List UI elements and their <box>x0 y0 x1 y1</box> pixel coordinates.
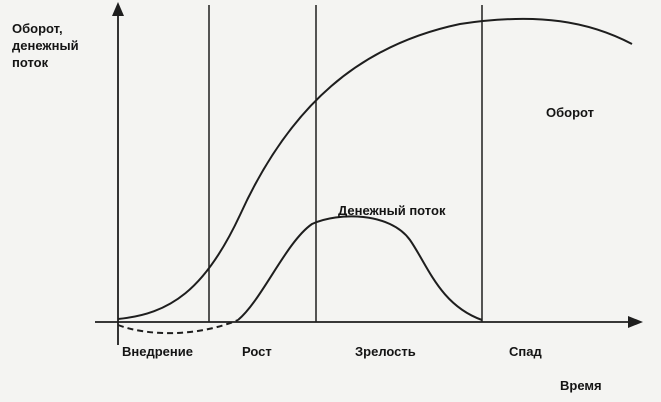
cashflow-curve <box>237 215 483 321</box>
x-axis-label: Время <box>560 378 602 393</box>
cashflow-label: Денежный поток <box>338 203 446 218</box>
cashflow-curve-negative <box>117 319 239 335</box>
y-axis-arrow-icon <box>112 2 124 16</box>
stage-label-introduction: Внедрение <box>122 344 193 359</box>
revenue-label: Оборот <box>546 105 595 120</box>
revenue-curve <box>117 17 633 320</box>
stage-label-growth: Рост <box>242 344 272 359</box>
stage-label-maturity: Зрелость <box>355 344 416 359</box>
x-axis-arrow-icon <box>628 316 643 328</box>
y-axis-label: Оборот, денежный поток <box>12 21 79 70</box>
stage-label-decline: Спад <box>509 344 542 359</box>
